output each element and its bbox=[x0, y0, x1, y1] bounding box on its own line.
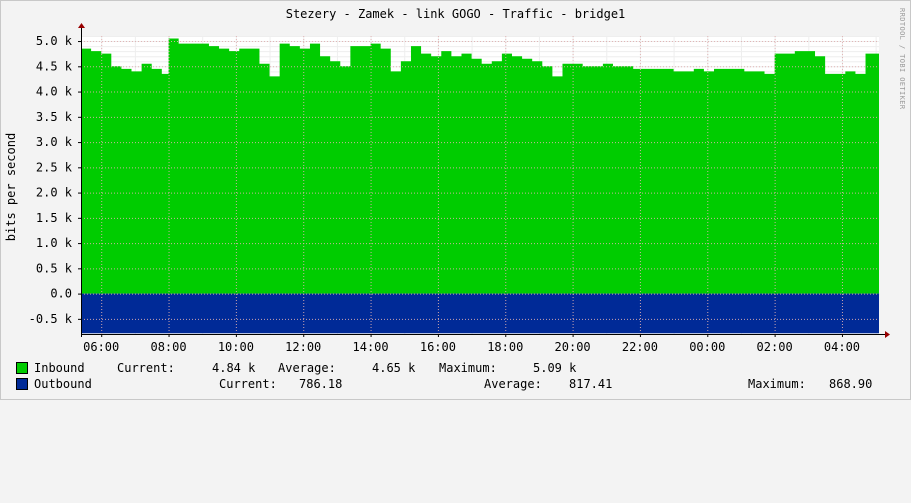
x-tick-label: 10:00 bbox=[218, 340, 254, 354]
x-tick-label: 04:00 bbox=[824, 340, 860, 354]
y-tick-label: 0.0 bbox=[50, 287, 72, 301]
x-tick-label: 06:00 bbox=[83, 340, 119, 354]
x-tick-label: 02:00 bbox=[757, 340, 793, 354]
legend-inbound-maximum-label: Maximum: bbox=[439, 361, 497, 375]
y-tick-label: 3.0 k bbox=[36, 135, 73, 149]
x-tick-label: 08:00 bbox=[150, 340, 186, 354]
chart-title: Stezery - Zamek - link GOGO - Traffic - … bbox=[285, 7, 626, 21]
legend-inbound-name: Inbound bbox=[34, 361, 85, 375]
inbound-swatch bbox=[16, 362, 28, 374]
y-tick-label: 1.0 k bbox=[36, 236, 73, 250]
series-inbound-area bbox=[81, 38, 879, 294]
x-tick-label: 00:00 bbox=[689, 340, 725, 354]
y-tick-label: 4.0 k bbox=[36, 85, 73, 99]
y-tick-label: -0.5 k bbox=[29, 312, 73, 326]
x-tick-label: 14:00 bbox=[353, 340, 389, 354]
x-axis-arrow bbox=[885, 331, 890, 338]
watermark: RRDTOOL / TOBI OETIKER bbox=[898, 8, 906, 110]
legend-outbound-current-label: Current: bbox=[219, 377, 277, 391]
series-outbound-area bbox=[81, 293, 879, 334]
legend-outbound-name: Outbound bbox=[34, 377, 92, 391]
legend-inbound-average: 4.65 k bbox=[372, 361, 416, 375]
legend-outbound-maximum: 868.90 bbox=[829, 377, 873, 391]
chart-svg: 5.0 k 4.5 k 4.0 k 3.5 k 3.0 k 2.5 k 2.0 k 1.5 k… bbox=[4, 23, 890, 354]
x-tick-label: 22:00 bbox=[622, 340, 658, 354]
x-tick-label: 20:00 bbox=[555, 340, 591, 354]
legend-outbound-average: 817.41 bbox=[569, 377, 613, 391]
legend-outbound-average-label: Average: bbox=[484, 377, 542, 391]
legend-outbound: Outbound Current: 786.18 Average: 817.41… bbox=[16, 377, 872, 391]
y-tick-label: 5.0 k bbox=[36, 34, 73, 48]
plot-area: 5.0 k 4.5 k 4.0 k 3.5 k 3.0 k 2.5 k 2.0 k 1.5 k… bbox=[29, 23, 890, 354]
x-tick-label: 18:00 bbox=[487, 340, 523, 354]
y-tick-label: 2.5 k bbox=[36, 160, 73, 174]
y-tick-label: 2.0 k bbox=[36, 186, 73, 200]
y-axis-arrow bbox=[78, 23, 85, 28]
x-tick-label: 16:00 bbox=[420, 340, 456, 354]
y-tick-label: 4.5 k bbox=[36, 59, 73, 73]
legend-inbound: Inbound Current: 4.84 k Average: 4.65 k … bbox=[16, 361, 576, 375]
y-axis-label: bits per second bbox=[4, 133, 18, 241]
legend-inbound-average-label: Average: bbox=[278, 361, 336, 375]
y-tick-label: 0.5 k bbox=[36, 261, 73, 275]
legend-inbound-current: 4.84 k bbox=[212, 361, 256, 375]
outbound-swatch bbox=[16, 378, 28, 390]
y-tick-label: 1.5 k bbox=[36, 211, 73, 225]
legend-inbound-maximum: 5.09 k bbox=[533, 361, 577, 375]
legend-outbound-maximum-label: Maximum: bbox=[748, 377, 806, 391]
legend-outbound-current: 786.18 bbox=[299, 377, 343, 391]
x-tick-label: 12:00 bbox=[285, 340, 321, 354]
y-tick-label: 3.5 k bbox=[36, 110, 73, 124]
legend-inbound-current-label: Current: bbox=[117, 361, 175, 375]
